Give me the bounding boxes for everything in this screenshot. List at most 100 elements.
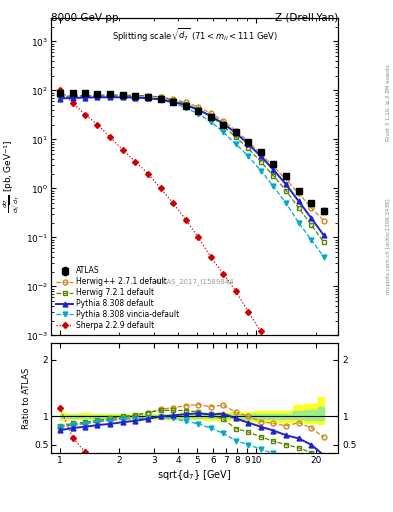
Herwig++ 2.7.1 default: [145, 93, 150, 99]
Pythia 8.308 default: [58, 95, 62, 101]
Pythia 8.308 default: [321, 232, 326, 239]
Sherpa 2.2.9 default: [196, 234, 200, 241]
Herwig++ 2.7.1 default: [70, 93, 75, 99]
Sherpa 2.2.9 default: [108, 134, 112, 140]
Herwig++ 2.7.1 default: [183, 99, 188, 105]
Text: Z (Drell-Yan): Z (Drell-Yan): [275, 13, 338, 23]
Sherpa 2.2.9 default: [271, 347, 276, 353]
Herwig++ 2.7.1 default: [271, 163, 276, 169]
Herwig 7.2.1 default: [221, 122, 226, 129]
Sherpa 2.2.9 default: [246, 309, 251, 315]
Pythia 8.308 default: [296, 198, 301, 204]
Pythia 8.308 vincia-default: [83, 93, 87, 99]
Sherpa 2.2.9 default: [70, 100, 75, 106]
Herwig 7.2.1 default: [108, 92, 112, 98]
Herwig++ 2.7.1 default: [309, 205, 314, 211]
Text: Rivet 3.1.10, ≥ 2.8M events: Rivet 3.1.10, ≥ 2.8M events: [386, 64, 391, 141]
Sherpa 2.2.9 default: [121, 147, 125, 153]
Y-axis label: $\frac{d\sigma}{d\sqrt{d_7}}\ \mathrm{[pb,GeV^{-1}]}$: $\frac{d\sigma}{d\sqrt{d_7}}\ \mathrm{[p…: [2, 140, 22, 214]
Pythia 8.308 default: [95, 94, 100, 100]
Herwig 7.2.1 default: [259, 159, 263, 165]
Herwig 7.2.1 default: [271, 173, 276, 179]
Pythia 8.308 vincia-default: [321, 254, 326, 260]
Herwig++ 2.7.1 default: [246, 138, 251, 144]
Pythia 8.308 default: [70, 95, 75, 101]
Text: mcplots.cern.ch [arXiv:1306.3436]: mcplots.cern.ch [arXiv:1306.3436]: [386, 198, 391, 293]
Sherpa 2.2.9 default: [133, 159, 138, 165]
Line: Sherpa 2.2.9 default: Sherpa 2.2.9 default: [58, 88, 326, 432]
Herwig 7.2.1 default: [233, 134, 238, 140]
Pythia 8.308 default: [271, 166, 276, 173]
Herwig 7.2.1 default: [133, 92, 138, 98]
Line: Herwig 7.2.1 default: Herwig 7.2.1 default: [58, 93, 326, 245]
Pythia 8.308 vincia-default: [259, 167, 263, 174]
Pythia 8.308 default: [259, 153, 263, 159]
Pythia 8.308 default: [309, 215, 314, 221]
Text: ATLAS_2017_I1589844: ATLAS_2017_I1589844: [155, 278, 234, 285]
Pythia 8.308 vincia-default: [95, 93, 100, 99]
Pythia 8.308 default: [246, 141, 251, 147]
Herwig++ 2.7.1 default: [259, 151, 263, 157]
Sherpa 2.2.9 default: [83, 112, 87, 118]
Herwig 7.2.1 default: [83, 93, 87, 99]
Herwig 7.2.1 default: [145, 93, 150, 99]
Pythia 8.308 vincia-default: [246, 153, 251, 159]
Line: Herwig++ 2.7.1 default: Herwig++ 2.7.1 default: [58, 93, 326, 223]
Herwig++ 2.7.1 default: [233, 127, 238, 134]
Herwig 7.2.1 default: [158, 94, 163, 100]
Sherpa 2.2.9 default: [171, 200, 175, 206]
Pythia 8.308 vincia-default: [158, 97, 163, 103]
Legend: ATLAS, Herwig++ 2.7.1 default, Herwig 7.2.1 default, Pythia 8.308 default, Pythi: ATLAS, Herwig++ 2.7.1 default, Herwig 7.…: [53, 263, 183, 333]
Herwig 7.2.1 default: [58, 93, 62, 99]
Sherpa 2.2.9 default: [183, 217, 188, 223]
Pythia 8.308 vincia-default: [196, 111, 200, 117]
Herwig++ 2.7.1 default: [108, 93, 112, 99]
Herwig 7.2.1 default: [70, 93, 75, 99]
Sherpa 2.2.9 default: [259, 328, 263, 334]
Herwig 7.2.1 default: [284, 187, 288, 194]
Pythia 8.308 vincia-default: [233, 141, 238, 147]
Herwig++ 2.7.1 default: [171, 96, 175, 102]
Sherpa 2.2.9 default: [58, 87, 62, 93]
Herwig++ 2.7.1 default: [158, 94, 163, 100]
Pythia 8.308 vincia-default: [58, 94, 62, 100]
Line: Pythia 8.308 vincia-default: Pythia 8.308 vincia-default: [58, 94, 326, 259]
Pythia 8.308 vincia-default: [121, 93, 125, 99]
Pythia 8.308 vincia-default: [284, 200, 288, 206]
Pythia 8.308 vincia-default: [271, 183, 276, 189]
Herwig 7.2.1 default: [121, 92, 125, 98]
Pythia 8.308 vincia-default: [70, 93, 75, 99]
Text: Splitting scale$\sqrt{d_7}\ (71 < m_{ll} < 111\ \mathrm{GeV})$: Splitting scale$\sqrt{d_7}\ (71 < m_{ll}…: [112, 26, 277, 43]
Sherpa 2.2.9 default: [296, 386, 301, 392]
Sherpa 2.2.9 default: [284, 367, 288, 373]
Sherpa 2.2.9 default: [158, 185, 163, 191]
Herwig++ 2.7.1 default: [95, 93, 100, 99]
Pythia 8.308 default: [108, 94, 112, 100]
Herwig 7.2.1 default: [171, 97, 175, 103]
Pythia 8.308 vincia-default: [183, 105, 188, 111]
Herwig 7.2.1 default: [309, 222, 314, 228]
Pythia 8.308 default: [284, 181, 288, 187]
Herwig++ 2.7.1 default: [296, 190, 301, 196]
Herwig 7.2.1 default: [208, 113, 213, 119]
Herwig++ 2.7.1 default: [196, 104, 200, 110]
Pythia 8.308 vincia-default: [145, 95, 150, 101]
Herwig++ 2.7.1 default: [208, 110, 213, 116]
Herwig++ 2.7.1 default: [83, 93, 87, 99]
Herwig++ 2.7.1 default: [121, 93, 125, 99]
Pythia 8.308 default: [145, 95, 150, 101]
Pythia 8.308 vincia-default: [309, 237, 314, 243]
Pythia 8.308 vincia-default: [221, 129, 226, 135]
Sherpa 2.2.9 default: [208, 254, 213, 260]
Herwig++ 2.7.1 default: [221, 118, 226, 124]
Pythia 8.308 vincia-default: [171, 100, 175, 106]
Pythia 8.308 vincia-default: [296, 220, 301, 226]
Text: 8000 GeV pp: 8000 GeV pp: [51, 13, 119, 23]
Herwig++ 2.7.1 default: [284, 177, 288, 183]
Pythia 8.308 default: [196, 106, 200, 113]
Herwig 7.2.1 default: [95, 92, 100, 98]
Line: Pythia 8.308 default: Pythia 8.308 default: [58, 95, 326, 238]
Y-axis label: Ratio to ATLAS: Ratio to ATLAS: [22, 368, 31, 429]
Sherpa 2.2.9 default: [221, 271, 226, 277]
Pythia 8.308 default: [133, 95, 138, 101]
